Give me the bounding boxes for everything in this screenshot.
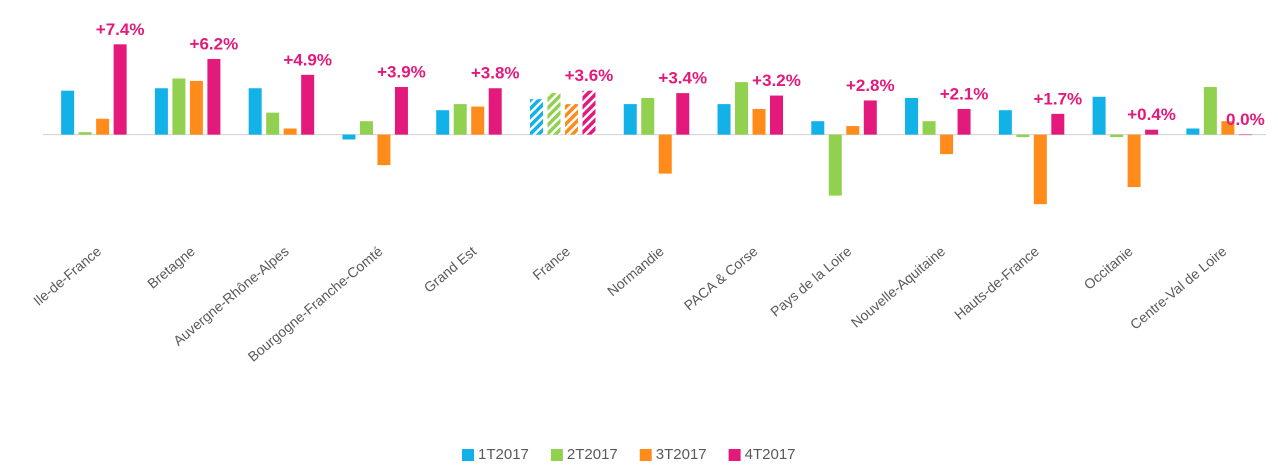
bar bbox=[207, 58, 221, 135]
bar bbox=[266, 112, 280, 135]
bar bbox=[154, 88, 168, 135]
bar bbox=[717, 104, 731, 135]
bar bbox=[957, 108, 971, 135]
bar bbox=[641, 98, 655, 135]
data-label: +3.9% bbox=[377, 63, 426, 82]
x-tick-label: Nouvelle-Aquitaine bbox=[848, 243, 948, 331]
legend-swatch bbox=[462, 449, 474, 461]
bar bbox=[1110, 134, 1124, 138]
bar bbox=[1186, 128, 1200, 135]
data-label: +2.8% bbox=[846, 76, 895, 95]
bar bbox=[61, 90, 75, 135]
bar bbox=[529, 99, 543, 135]
data-label: +1.7% bbox=[1033, 89, 1082, 108]
legend-swatch bbox=[639, 449, 652, 461]
legend-swatch bbox=[550, 449, 563, 461]
data-label: +2.1% bbox=[940, 84, 989, 103]
bar bbox=[248, 88, 262, 135]
bar bbox=[283, 128, 297, 135]
x-tick-label: Normandie bbox=[604, 243, 667, 299]
x-tick-label: Occitanie bbox=[1081, 243, 1136, 293]
data-label: +3.2% bbox=[752, 71, 801, 90]
bar bbox=[922, 121, 936, 135]
bar bbox=[998, 110, 1012, 135]
x-tick-label: Centre-Val de Loire bbox=[1127, 243, 1230, 333]
legend-label: 3T2017 bbox=[656, 446, 707, 463]
bar bbox=[940, 134, 954, 155]
bar bbox=[113, 44, 127, 135]
bar bbox=[811, 121, 825, 135]
bar bbox=[1092, 96, 1106, 135]
x-tick-label: Grand Est bbox=[421, 243, 480, 296]
bar bbox=[863, 100, 877, 135]
bar bbox=[828, 134, 842, 196]
bar bbox=[342, 134, 356, 140]
bar bbox=[770, 95, 784, 135]
bar bbox=[1033, 134, 1047, 205]
data-label: +4.9% bbox=[283, 50, 332, 69]
bar bbox=[1145, 129, 1159, 135]
data-label: +3.6% bbox=[565, 66, 614, 85]
bar bbox=[1203, 87, 1217, 135]
legend-label: 4T2017 bbox=[745, 446, 796, 463]
bar bbox=[301, 74, 315, 135]
data-label: +0.4% bbox=[1127, 105, 1176, 124]
bar bbox=[394, 87, 408, 135]
bar bbox=[582, 90, 596, 135]
legend-label: 1T2017 bbox=[478, 446, 529, 463]
bar bbox=[359, 121, 373, 135]
x-tick-label: PACA & Corse bbox=[681, 243, 761, 314]
bar bbox=[453, 104, 467, 135]
bar bbox=[172, 78, 186, 135]
data-label: +3.8% bbox=[471, 64, 520, 83]
bar bbox=[488, 88, 502, 135]
bar bbox=[471, 106, 485, 135]
bar bbox=[623, 104, 637, 135]
bar bbox=[78, 132, 92, 135]
bar bbox=[735, 82, 749, 135]
bar bbox=[1238, 134, 1252, 136]
x-tick-label: France bbox=[529, 243, 573, 283]
bar bbox=[905, 98, 919, 135]
bar bbox=[658, 134, 672, 174]
bar bbox=[547, 93, 561, 135]
bar bbox=[676, 93, 690, 135]
bar bbox=[846, 126, 860, 135]
x-tick-label: Pays de la Loire bbox=[767, 243, 854, 320]
data-label: +6.2% bbox=[190, 34, 239, 53]
bar bbox=[189, 80, 203, 135]
bar bbox=[752, 108, 766, 135]
bar bbox=[1051, 113, 1065, 135]
bar bbox=[1221, 121, 1235, 135]
bar bbox=[436, 110, 450, 135]
x-tick-label: Ile-de-France bbox=[30, 243, 104, 309]
bar bbox=[1016, 134, 1030, 138]
bar bbox=[564, 104, 578, 135]
x-tick-label: Bretagne bbox=[144, 243, 198, 292]
data-label: 0.0% bbox=[1226, 110, 1265, 129]
bar bbox=[377, 134, 391, 166]
x-tick-label: Hauts-de-France bbox=[951, 243, 1042, 323]
legend-swatch bbox=[728, 449, 741, 461]
data-label: +3.4% bbox=[658, 69, 707, 88]
bar bbox=[96, 118, 110, 135]
legend-label: 2T2017 bbox=[567, 446, 618, 463]
data-label: +7.4% bbox=[96, 20, 145, 39]
bar bbox=[1127, 134, 1141, 188]
